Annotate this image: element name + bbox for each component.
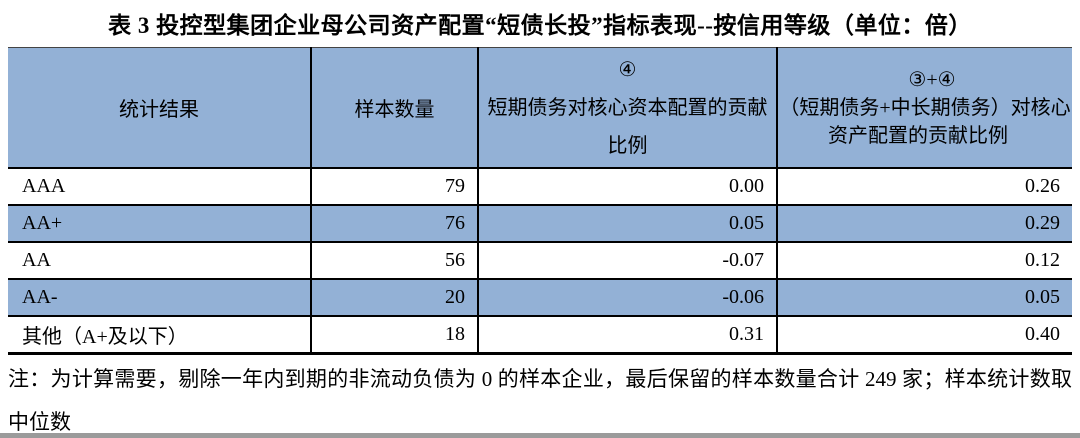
sample-count-value: 20 [310, 278, 478, 317]
row-label: AA- [8, 278, 311, 317]
short-debt-value: 0.00 [477, 167, 777, 206]
table-row-other: 其他（A+及以下） 18 0.31 0.40 [8, 315, 1072, 355]
sample-count-value: 56 [310, 241, 478, 280]
row-label: 其他（A+及以下） [8, 315, 311, 355]
short-debt-value: -0.07 [477, 241, 777, 280]
header-short-debt-contribution: ④ 短期债务对核心资本配置的贡献 比例 [477, 47, 777, 169]
short-debt-value: -0.06 [477, 278, 777, 317]
total-debt-value: 0.26 [776, 167, 1072, 206]
table-footnote: 注：为计算需要，剔除一年内到期的非流动负债为 0 的样本企业，最后保留的样本数量… [8, 367, 1072, 435]
credit-rating-table: 统计结果 样本数量 ④ 短期债务对核心资本配置的贡献 比例 ③+④ （短期债务+… [8, 47, 1072, 355]
bottom-gray-bar [0, 433, 1080, 438]
table-header-row: 统计结果 样本数量 ④ 短期债务对核心资本配置的贡献 比例 ③+④ （短期债务+… [8, 47, 1072, 169]
sample-count-value: 79 [310, 167, 478, 206]
header-statistic-result: 统计结果 [8, 47, 311, 169]
short-debt-value: 0.05 [477, 204, 777, 243]
row-label: AA [8, 241, 311, 280]
total-debt-value: 0.05 [776, 278, 1072, 317]
total-debt-value: 0.40 [776, 315, 1072, 355]
header-sample-count: 样本数量 [310, 47, 478, 169]
header-total-debt-contribution: ③+④ （短期债务+中长期债务）对核心资产配置的贡献比例 [776, 47, 1072, 169]
table-row-aa-minus: AA- 20 -0.06 0.05 [8, 278, 1072, 317]
table-row-aa-plus: AA+ 76 0.05 0.29 [8, 204, 1072, 243]
sample-count-value: 18 [310, 315, 478, 355]
row-label: AA+ [8, 204, 311, 243]
total-debt-value: 0.12 [776, 241, 1072, 280]
sample-count-value: 76 [310, 204, 478, 243]
short-debt-value: 0.31 [477, 315, 777, 355]
table-row-aa: AA 56 -0.07 0.12 [8, 241, 1072, 280]
total-debt-value: 0.29 [776, 204, 1072, 243]
table-row-aaa: AAA 79 0.00 0.26 [8, 167, 1072, 206]
row-label: AAA [8, 167, 311, 206]
table-title: 表 3 投控型集团企业母公司资产配置“短债长投”指标表现--按信用等级（单位：倍… [108, 13, 972, 38]
